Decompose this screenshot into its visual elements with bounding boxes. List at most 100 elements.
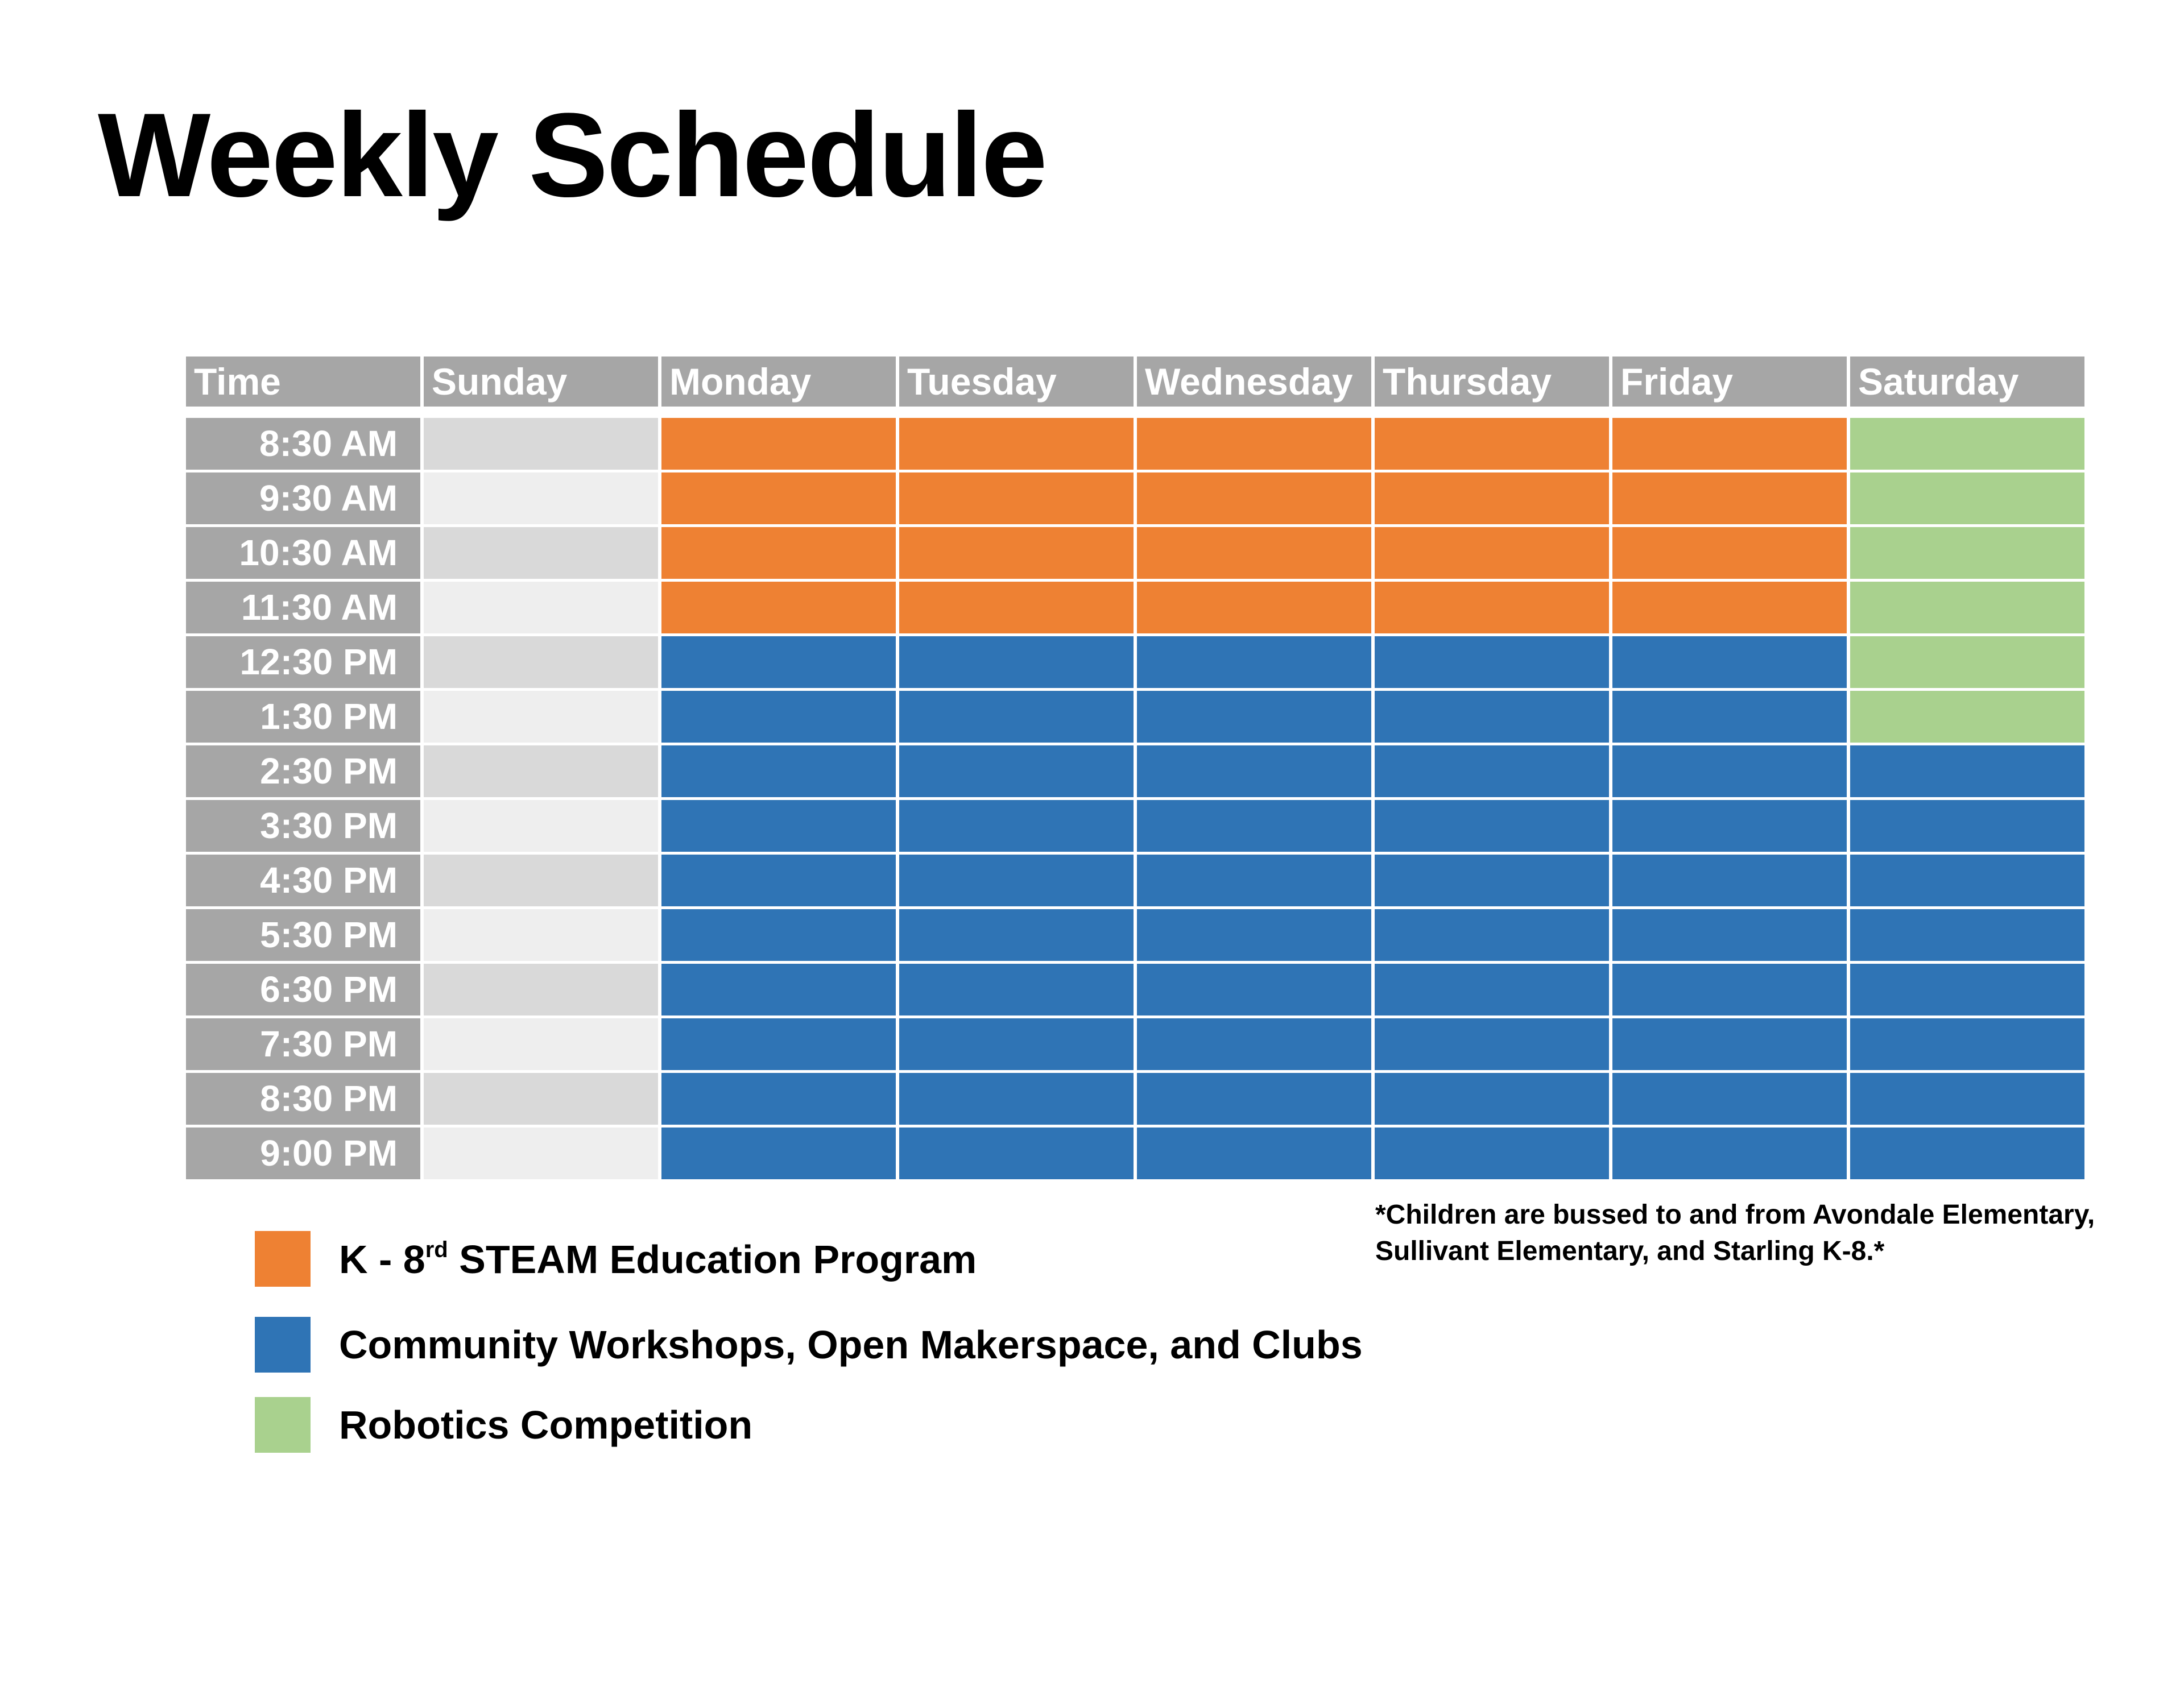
schedule-slot-none bbox=[424, 855, 658, 906]
page-title: Weekly Schedule bbox=[98, 88, 1048, 222]
schedule-slot-steam bbox=[899, 472, 1134, 524]
schedule-slot-community bbox=[1612, 964, 1847, 1015]
schedule-slot-steam bbox=[1137, 472, 1371, 524]
legend-item-community: Community Workshops, Open Makerspace, an… bbox=[255, 1317, 1363, 1373]
schedule-slot-community bbox=[1375, 636, 1609, 688]
schedule-slot-steam bbox=[1375, 582, 1609, 633]
schedule-slot-community bbox=[661, 1018, 896, 1070]
schedule-slot-community bbox=[1612, 909, 1847, 961]
schedule-slot-none bbox=[424, 1018, 658, 1070]
schedule-slot-community bbox=[899, 636, 1134, 688]
schedule-slot-robotics bbox=[1850, 418, 2084, 470]
time-label: 4:30 PM bbox=[186, 855, 420, 906]
schedule-slot-community bbox=[1375, 1018, 1609, 1070]
schedule-slot-community bbox=[1137, 964, 1371, 1015]
schedule-slot-community bbox=[661, 964, 896, 1015]
time-label: 6:30 PM bbox=[186, 964, 420, 1015]
column-header-wednesday: Wednesday bbox=[1137, 357, 1371, 407]
schedule-slot-none bbox=[424, 964, 658, 1015]
column-header-sunday: Sunday bbox=[424, 357, 658, 407]
schedule-slot-community bbox=[1137, 691, 1371, 743]
schedule-slot-community bbox=[1137, 745, 1371, 797]
schedule-slot-community bbox=[1375, 1128, 1609, 1179]
schedule-slot-community bbox=[1137, 909, 1371, 961]
schedule-slot-robotics bbox=[1850, 472, 2084, 524]
time-label: 3:30 PM bbox=[186, 800, 420, 852]
schedule-slot-steam bbox=[899, 527, 1134, 579]
time-label: 10:30 AM bbox=[186, 527, 420, 579]
schedule-slot-steam bbox=[1137, 582, 1371, 633]
schedule-slot-community bbox=[1375, 691, 1609, 743]
schedule-slot-community bbox=[1612, 1073, 1847, 1125]
schedule-slot-none bbox=[424, 636, 658, 688]
schedule-slot-none bbox=[424, 1073, 658, 1125]
legend-swatch bbox=[255, 1397, 311, 1453]
legend-label: K - 8rd STEAM Education Program bbox=[339, 1237, 977, 1282]
schedule-slot-community bbox=[1612, 800, 1847, 852]
legend-swatch bbox=[255, 1231, 311, 1287]
schedule-slot-community bbox=[899, 691, 1134, 743]
schedule-slot-robotics bbox=[1850, 582, 2084, 633]
header-spacer bbox=[186, 409, 2084, 415]
schedule-slot-steam bbox=[899, 582, 1134, 633]
schedule-slot-steam bbox=[661, 582, 896, 633]
schedule-slot-none bbox=[424, 691, 658, 743]
schedule-slot-community bbox=[1375, 745, 1609, 797]
schedule-slot-none bbox=[424, 527, 658, 579]
schedule-slot-community bbox=[899, 909, 1134, 961]
legend-swatch bbox=[255, 1317, 311, 1373]
column-header-monday: Monday bbox=[661, 357, 896, 407]
schedule-slot-community bbox=[1850, 745, 2084, 797]
schedule-slot-community bbox=[661, 800, 896, 852]
schedule-slot-none bbox=[424, 800, 658, 852]
schedule-slot-community bbox=[1612, 636, 1847, 688]
schedule-slot-community bbox=[661, 1128, 896, 1179]
schedule-slot-none bbox=[424, 745, 658, 797]
schedule-slot-community bbox=[899, 1128, 1134, 1179]
column-header-tuesday: Tuesday bbox=[899, 357, 1134, 407]
schedule-slot-community bbox=[1612, 1018, 1847, 1070]
schedule-slot-community bbox=[1375, 800, 1609, 852]
time-label: 8:30 AM bbox=[186, 418, 420, 470]
schedule-slot-community bbox=[661, 909, 896, 961]
schedule-slot-community bbox=[899, 855, 1134, 906]
schedule-slot-community bbox=[899, 1018, 1134, 1070]
time-label: 8:30 PM bbox=[186, 1073, 420, 1125]
schedule-slot-steam bbox=[1375, 472, 1609, 524]
schedule-slot-community bbox=[661, 855, 896, 906]
schedule-slot-community bbox=[1375, 964, 1609, 1015]
bussing-note: *Children are bussed to and from Avondal… bbox=[1375, 1200, 2095, 1266]
schedule-slot-steam bbox=[1612, 582, 1847, 633]
schedule-slot-community bbox=[661, 745, 896, 797]
schedule-slot-community bbox=[1612, 1128, 1847, 1179]
schedule-slot-community bbox=[1137, 1073, 1371, 1125]
schedule-slot-community bbox=[1375, 1073, 1609, 1125]
legend-label: Robotics Competition bbox=[339, 1403, 753, 1447]
schedule-slot-steam bbox=[1375, 527, 1609, 579]
time-label: 7:30 PM bbox=[186, 1018, 420, 1070]
schedule-slot-community bbox=[1850, 1128, 2084, 1179]
schedule-slot-community bbox=[1137, 855, 1371, 906]
schedule-slot-community bbox=[661, 1073, 896, 1125]
schedule-slot-community bbox=[1850, 1018, 2084, 1070]
schedule-slot-steam bbox=[1137, 418, 1371, 470]
column-header-time: Time bbox=[186, 357, 420, 407]
schedule-slot-community bbox=[1612, 691, 1847, 743]
schedule-slot-robotics bbox=[1850, 527, 2084, 579]
schedule-slot-steam bbox=[1612, 472, 1847, 524]
schedule-slot-steam bbox=[1375, 418, 1609, 470]
schedule-slot-community bbox=[661, 691, 896, 743]
schedule-slot-community bbox=[1612, 745, 1847, 797]
schedule-slot-steam bbox=[1612, 527, 1847, 579]
schedule-table: Time Sunday Monday Tuesday Wednesday Thursday… bbox=[186, 357, 2084, 1179]
schedule-slot-robotics bbox=[1850, 636, 2084, 688]
legend-item-robotics: Robotics Competition bbox=[255, 1397, 752, 1453]
schedule-slot-community bbox=[1612, 855, 1847, 906]
schedule-slot-community bbox=[1850, 800, 2084, 852]
schedule-slot-community bbox=[1375, 855, 1609, 906]
schedule-slot-steam bbox=[1612, 418, 1847, 470]
time-label: 5:30 PM bbox=[186, 909, 420, 961]
schedule-slot-community bbox=[899, 800, 1134, 852]
schedule-slot-community bbox=[661, 636, 896, 688]
schedule-slot-steam bbox=[899, 418, 1134, 470]
